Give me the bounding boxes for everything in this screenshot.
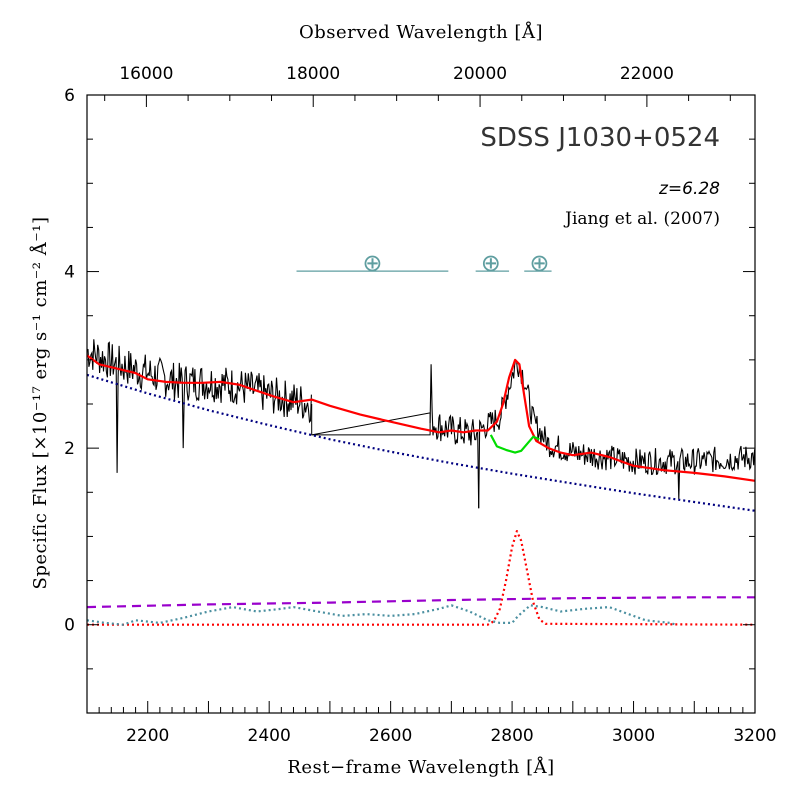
reference-label: Jiang et al. (2007) bbox=[563, 209, 720, 229]
top-axis-title: Observed Wavelength [Å] bbox=[299, 21, 543, 43]
telluric-symbol-3: ⊕ bbox=[529, 249, 549, 277]
series-fe-ii-continuum bbox=[489, 434, 540, 454]
x-tick-label: 2600 bbox=[369, 726, 412, 746]
x-tick-label: 3200 bbox=[733, 726, 776, 746]
series-fe-ii-template bbox=[86, 596, 755, 609]
x-tick-label: 3000 bbox=[612, 726, 655, 746]
axes: 2200 2400 2600 2800 3000 3200 0 2 4 6 16000 18000 20… bbox=[64, 64, 776, 746]
y-tick-label: 4 bbox=[64, 263, 75, 283]
series-mg-ii-line-model bbox=[87, 530, 756, 626]
top-tick-label: 20000 bbox=[453, 64, 507, 84]
y-tick-label: 0 bbox=[64, 616, 75, 636]
x-tick-label: 2400 bbox=[248, 726, 291, 746]
series-observed-spectrum-gap-bridge bbox=[311, 404, 431, 436]
y-axis-title: Specific Flux [×10⁻¹⁷ erg s⁻¹ cm⁻² Å⁻¹] bbox=[29, 217, 51, 590]
plot-frame bbox=[86, 94, 756, 714]
chart-title: SDSS J1030+0524 bbox=[480, 123, 720, 153]
x-tick-label: 2200 bbox=[126, 726, 169, 746]
telluric-symbol-2: ⊕ bbox=[481, 249, 501, 277]
top-tick-label: 22000 bbox=[620, 64, 674, 84]
y-tick-label: 2 bbox=[64, 439, 75, 459]
plot-area: ⊕ ⊕ ⊕ bbox=[86, 249, 756, 626]
series-observed-spectrum-segment-1 bbox=[86, 339, 312, 473]
x-axis-title: Rest−frame Wavelength [Å] bbox=[287, 756, 554, 778]
top-tick-label: 16000 bbox=[119, 64, 173, 84]
series-total-model-fit bbox=[86, 354, 756, 482]
x-tick-label: 2800 bbox=[490, 726, 533, 746]
series-observed-spectrum-segment-3 bbox=[478, 358, 756, 509]
telluric-symbol-1: ⊕ bbox=[362, 249, 382, 277]
redshift-label: z=6.28 bbox=[658, 179, 720, 199]
series-balmer-residual bbox=[86, 604, 677, 626]
top-tick-label: 18000 bbox=[286, 64, 340, 84]
y-tick-label: 6 bbox=[64, 86, 75, 106]
series-power-law-continuum bbox=[86, 373, 756, 512]
series-observed-spectrum-segment-2 bbox=[429, 364, 480, 509]
